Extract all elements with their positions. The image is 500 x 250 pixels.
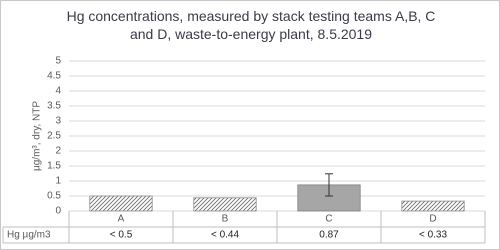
bar [193, 197, 257, 212]
y-tick-label: 2 [55, 146, 61, 157]
table-row-label: Hg µg/m3 [7, 230, 51, 241]
y-tick-label: 0 [55, 206, 61, 217]
y-tick-label: 3 [55, 116, 61, 127]
y-tick-label: 5 [55, 56, 61, 67]
value-label: < 0.44 [211, 230, 240, 241]
x-tick-label: B [222, 214, 229, 225]
x-tick-label: C [325, 214, 332, 225]
y-tick-label: 1.5 [47, 161, 61, 172]
y-tick-label: 1 [55, 176, 61, 187]
y-tick-label: 0.5 [47, 191, 61, 202]
value-label: < 0.33 [419, 230, 448, 241]
chart-title: Hg concentrations, measured by stack tes… [66, 8, 436, 42]
y-tick-label: 2.5 [47, 131, 61, 142]
bar [89, 195, 153, 212]
value-label: 0.87 [319, 230, 339, 241]
y-tick-label: 3.5 [47, 101, 61, 112]
y-tick-label: 4.5 [47, 71, 61, 82]
y-axis-label: µg/m³, dry, NTP [32, 101, 43, 171]
y-tick-label: 4 [55, 86, 61, 97]
bar [401, 200, 465, 212]
value-label: < 0.5 [110, 230, 133, 241]
x-tick-label: A [118, 214, 125, 225]
x-tick-label: D [429, 214, 436, 225]
